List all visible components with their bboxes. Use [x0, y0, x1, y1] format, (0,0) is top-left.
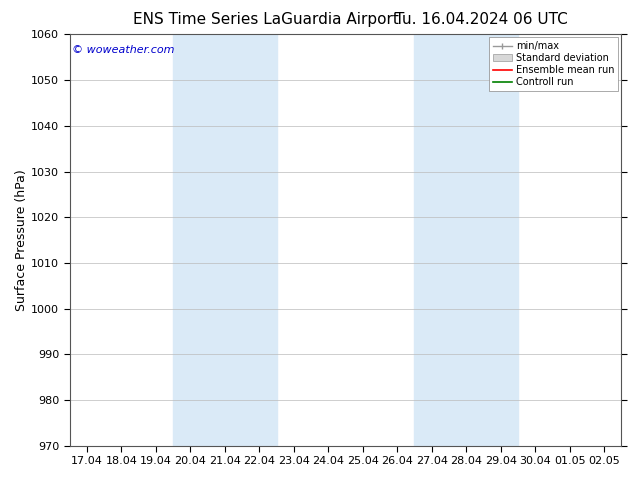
- Bar: [173, 34, 276, 446]
- Text: © woweather.com: © woweather.com: [72, 45, 175, 54]
- Text: Tu. 16.04.2024 06 UTC: Tu. 16.04.2024 06 UTC: [396, 12, 568, 27]
- Text: ENS Time Series LaGuardia Airport: ENS Time Series LaGuardia Airport: [133, 12, 399, 27]
- Legend: min/max, Standard deviation, Ensemble mean run, Controll run: min/max, Standard deviation, Ensemble me…: [489, 37, 618, 91]
- Y-axis label: Surface Pressure (hPa): Surface Pressure (hPa): [15, 169, 29, 311]
- Bar: [415, 34, 518, 446]
